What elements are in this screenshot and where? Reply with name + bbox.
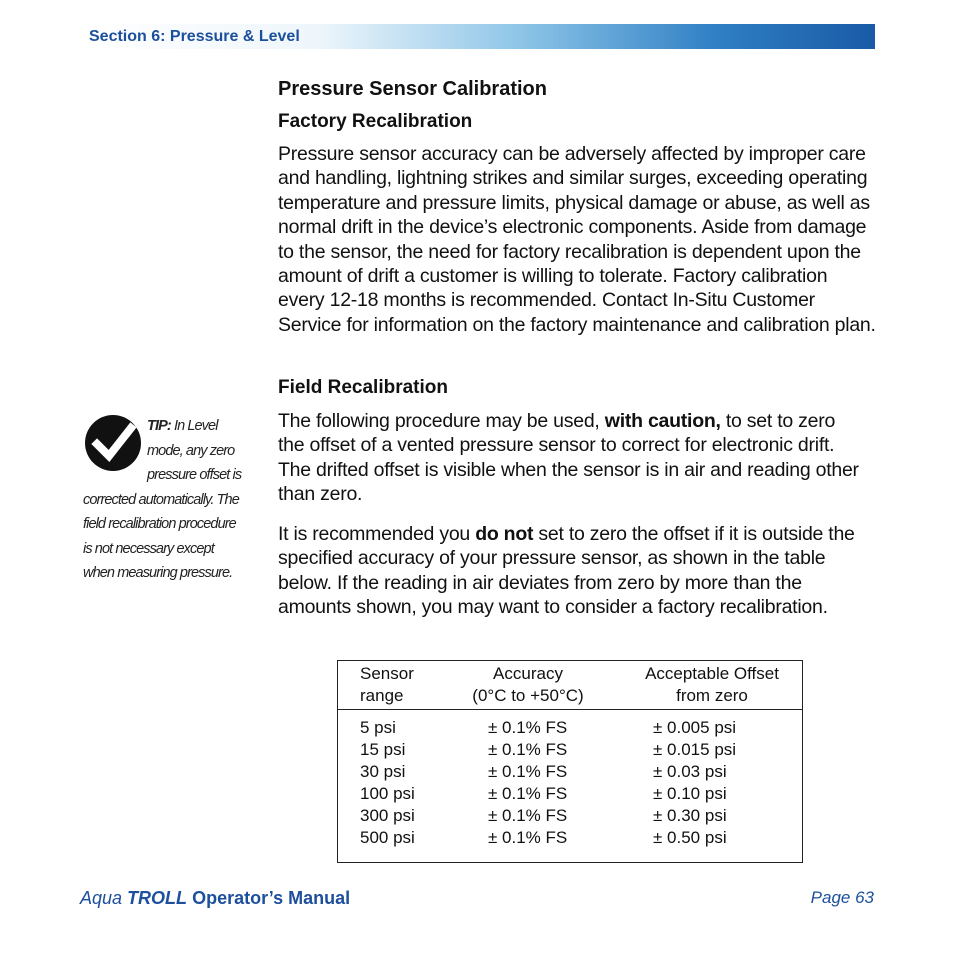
section-title: Section 6: Pressure & Level <box>89 28 300 45</box>
tip-label: TIP: <box>147 418 172 434</box>
tip-text: In Level mode, any zero pressure offset … <box>83 418 242 581</box>
header-cell: Acceptable Offset <box>645 664 779 683</box>
text: to set to zero the offset of a vented pr… <box>278 410 859 506</box>
rule <box>338 709 802 710</box>
text: It is recommended you <box>278 523 476 545</box>
footer-title: Aqua TROLL Operator’s Manual <box>80 888 350 909</box>
cell: ± 0.1% FS <box>488 784 568 803</box>
paragraph: Pressure sensor accuracy can be adversel… <box>278 143 876 336</box>
cell: ± 0.03 psi <box>653 762 727 781</box>
cell: 5 psi <box>360 718 396 737</box>
cell: 15 psi <box>360 740 406 759</box>
heading: Factory Recalibration <box>278 111 473 132</box>
brand: Aqua <box>80 888 123 908</box>
cell: 500 psi <box>360 828 415 847</box>
section-header: Section 6: Pressure & Level <box>80 24 875 49</box>
text: The following procedure may be used, <box>278 410 605 432</box>
cell: 30 psi <box>360 762 406 781</box>
manual: Operator’s Manual <box>192 888 351 908</box>
cell: ± 0.1% FS <box>488 806 568 825</box>
cell: ± 0.10 psi <box>653 784 727 803</box>
tip: TIP: In Level mode, any zero pressure of… <box>83 414 243 586</box>
heading: Field Recalibration <box>278 377 448 398</box>
cell: ± 0.1% FS <box>488 740 568 759</box>
page-number: Page 63 <box>810 888 874 907</box>
text: set to zero the offset if it is outside … <box>278 523 855 619</box>
bold-text: do not <box>475 523 534 545</box>
cell: ± 0.50 psi <box>653 828 727 847</box>
cell: ± 0.005 psi <box>653 718 737 737</box>
check-icon <box>85 415 141 471</box>
header-cell: Sensor <box>360 664 414 683</box>
cell: ± 0.1% FS <box>488 828 568 847</box>
bold-text: with caution, <box>604 410 721 432</box>
paragraph: The following procedure may be used, wit… <box>278 409 863 507</box>
title: Pressure Sensor Calibration <box>278 78 547 100</box>
paragraph: It is recommended you do not set to zero… <box>278 522 873 620</box>
cell: ± 0.30 psi <box>653 806 727 825</box>
header-cell: (0°C to +50°C) <box>472 686 584 705</box>
table: Sensor range Accuracy (0°C to +50°C) Accepta… <box>337 660 803 863</box>
product: TROLL <box>127 888 188 908</box>
header-cell: Accuracy <box>493 664 563 683</box>
cell: 300 psi <box>360 806 415 825</box>
header-cell: from zero <box>676 686 748 705</box>
cell: 100 psi <box>360 784 415 803</box>
cell: ± 0.015 psi <box>653 740 737 759</box>
cell: ± 0.1% FS <box>488 762 568 781</box>
header-cell: range <box>360 686 404 705</box>
cell: ± 0.1% FS <box>488 718 568 737</box>
